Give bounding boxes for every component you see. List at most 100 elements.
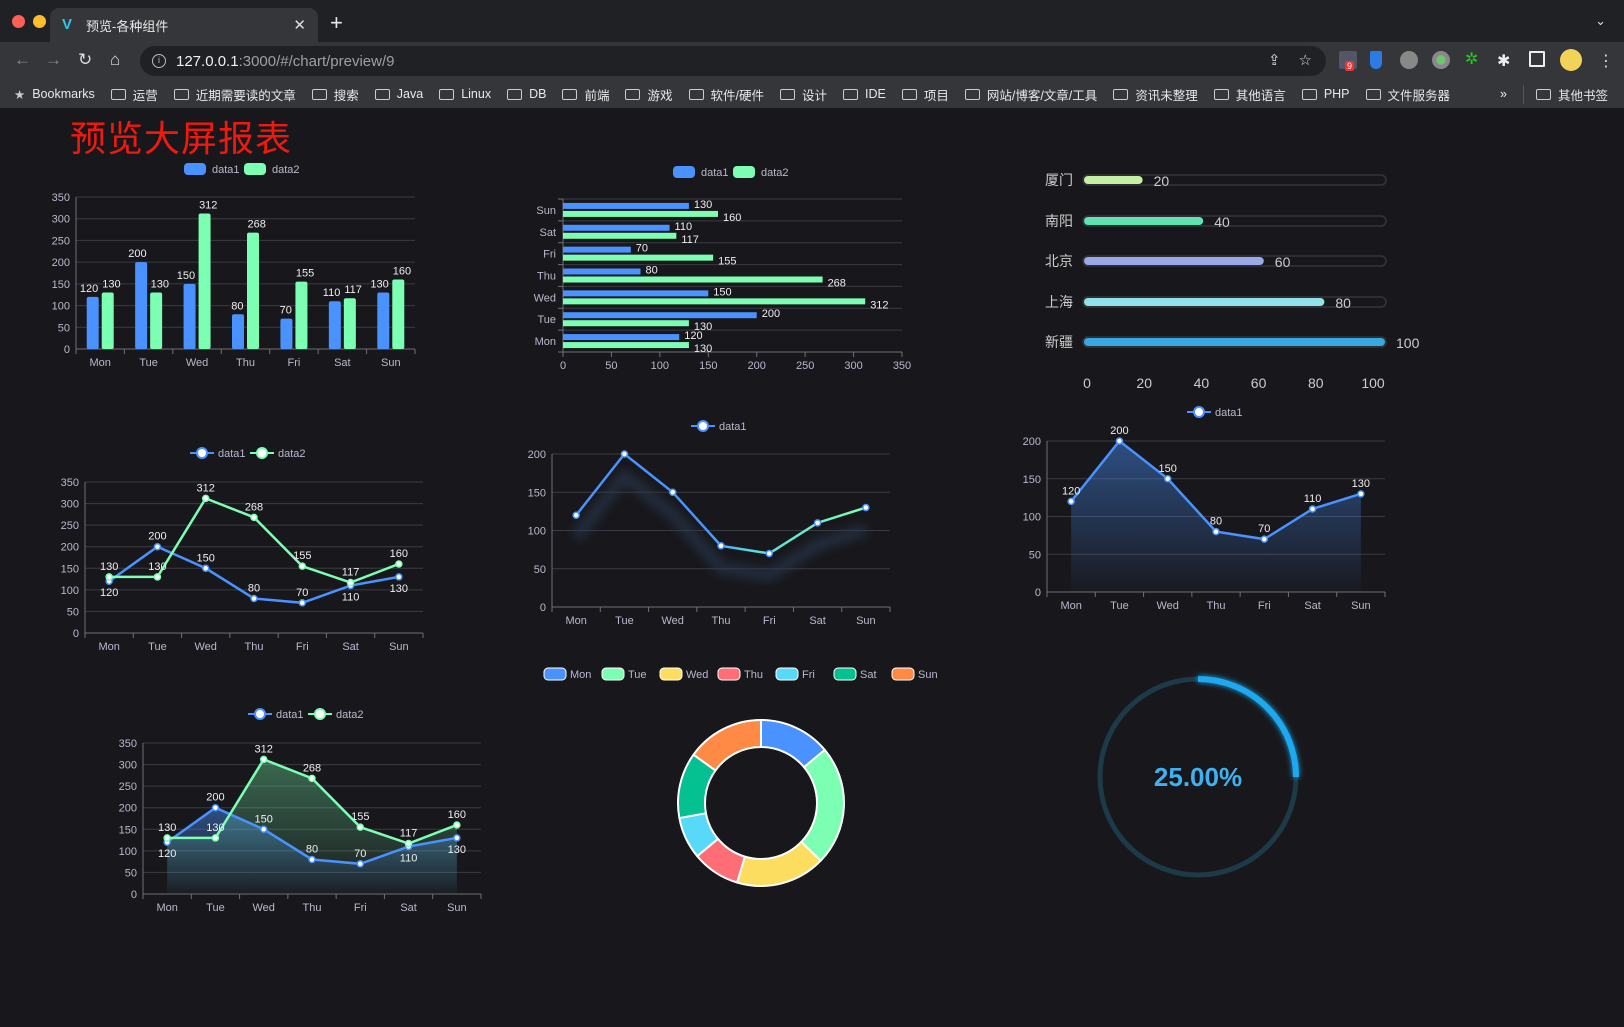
bar-data2: [150, 292, 163, 349]
bookmark-label: 搜索: [333, 88, 359, 103]
address-bar[interactable]: i 127.0.0.1 :3000/#/chart/preview/9 ⇪ ☆: [140, 46, 1326, 76]
bookmark-item[interactable]: 搜索: [311, 85, 359, 104]
legend-item[interactable]: Fri: [775, 667, 815, 681]
bookmark-item[interactable]: 文件服务器: [1365, 85, 1451, 104]
puzzle-extensions-icon[interactable]: ✱: [1497, 53, 1511, 70]
bar-data1: [563, 334, 680, 341]
gem-extension-icon[interactable]: [1370, 51, 1382, 69]
data-point: [1308, 505, 1317, 513]
avatar[interactable]: [1560, 49, 1582, 71]
legend-item[interactable]: data2: [308, 708, 364, 721]
bookmark-item[interactable]: 游戏: [625, 85, 673, 104]
bookmark-star-icon[interactable]: ☆: [1298, 52, 1312, 69]
legend-label: data1: [719, 421, 747, 433]
star-extension-icon[interactable]: ✲: [1465, 51, 1479, 68]
browser-tab[interactable]: V 预览-各种组件 ✕: [50, 8, 318, 42]
legend-item[interactable]: data1: [673, 166, 729, 179]
y-tick-label: 300: [119, 760, 137, 772]
bookmark-item[interactable]: 运营: [110, 85, 158, 104]
gauge-progress-arc: [1197, 676, 1299, 778]
bookmark-item[interactable]: 资讯未整理: [1113, 85, 1198, 104]
legend-item[interactable]: Tue: [601, 667, 647, 681]
legend-item[interactable]: Sun: [891, 667, 938, 681]
bar-data2: [563, 298, 866, 305]
legend-item[interactable]: data1: [184, 163, 240, 176]
x-tick-label: Sat: [809, 615, 826, 627]
data-label: 130: [694, 343, 712, 355]
bookmark-item[interactable]: Linux: [439, 87, 491, 101]
area-fill-data1: [1071, 441, 1361, 591]
bookmark-label: Java: [396, 87, 424, 101]
data-label: 130: [390, 583, 408, 595]
y-tick-label: 150: [528, 487, 546, 499]
bookmark-item[interactable]: 设计: [779, 85, 827, 104]
bookmark-item[interactable]: 网站/博客/文章/工具: [964, 85, 1097, 104]
bookmarks-overflow-button[interactable]: »: [1500, 87, 1507, 101]
menu-kebab-icon[interactable]: ⋮: [1598, 53, 1614, 70]
bookmark-item[interactable]: PHP: [1301, 87, 1350, 101]
legend-item[interactable]: Mon: [543, 667, 591, 681]
bookmark-item[interactable]: ★ Bookmarks: [14, 87, 95, 102]
x-tick-label: Mon: [565, 615, 586, 627]
legend-item[interactable]: Thu: [717, 667, 763, 681]
y-tick-label: Tue: [537, 314, 556, 326]
legend-marker: [314, 708, 326, 720]
data-label: 130: [158, 822, 176, 834]
legend-item[interactable]: data1: [1187, 406, 1243, 419]
value-label: 80: [1335, 295, 1351, 311]
legend-item[interactable]: data1: [190, 447, 246, 460]
tab-search-chevron-icon[interactable]: ⌄: [1595, 13, 1606, 28]
home-icon[interactable]: ⌂: [110, 50, 121, 69]
bar-data2: [295, 281, 308, 349]
bookmark-item[interactable]: Java: [374, 87, 424, 101]
legend-marker: [254, 708, 266, 720]
forward-icon[interactable]: →: [45, 50, 62, 69]
y-tick-label: 0: [1035, 587, 1041, 599]
data-label: 117: [344, 284, 362, 296]
sidebar-icon[interactable]: [1529, 51, 1545, 67]
y-tick-label: Sun: [536, 205, 556, 217]
folder-icon: [374, 88, 390, 100]
donut-slice-wed: [736, 840, 822, 887]
back-icon[interactable]: ←: [14, 50, 31, 69]
legend-item[interactable]: Wed: [659, 667, 708, 681]
bookmark-item[interactable]: 软件/硬件: [688, 85, 764, 104]
folder-icon: [779, 88, 795, 100]
site-info-icon[interactable]: i: [152, 54, 166, 68]
data-label: 130: [151, 279, 169, 291]
legend-label: Sat: [860, 669, 877, 681]
x-tick-label: 250: [796, 360, 814, 372]
value-label: 40: [1214, 214, 1230, 230]
bookmark-item[interactable]: 近期需要读的文章: [173, 85, 296, 104]
legend-label: data2: [278, 448, 306, 460]
legend-label: Fri: [802, 669, 815, 681]
folder-icon: [843, 88, 858, 100]
data-label: 150: [197, 552, 215, 564]
other-bookmarks[interactable]: 其他书签: [1522, 84, 1608, 104]
close-tab-icon[interactable]: ✕: [293, 17, 306, 34]
extension-icon[interactable]: [1432, 51, 1450, 69]
legend-item[interactable]: Sat: [833, 667, 877, 681]
data-point: [153, 542, 162, 551]
close-window-button[interactable]: [12, 15, 25, 28]
legend-item[interactable]: data1: [691, 420, 747, 433]
legend-item[interactable]: data2: [250, 447, 306, 460]
bookmark-item[interactable]: 前端: [562, 85, 609, 104]
data-point: [1357, 490, 1365, 498]
reload-icon[interactable]: ↻: [78, 50, 93, 69]
extension-icon[interactable]: [1400, 51, 1418, 69]
minimize-window-button[interactable]: [33, 15, 46, 28]
extension-icon[interactable]: 9: [1339, 51, 1357, 71]
new-tab-button[interactable]: +: [330, 10, 343, 35]
share-icon[interactable]: ⇪: [1267, 52, 1281, 69]
bookmark-item[interactable]: IDE: [843, 87, 886, 101]
legend-item[interactable]: data2: [244, 163, 300, 176]
legend-item[interactable]: data1: [248, 708, 304, 721]
bookmark-item[interactable]: 其他语言: [1213, 85, 1286, 104]
legend-item[interactable]: data2: [733, 166, 789, 179]
bookmark-item[interactable]: 项目: [901, 85, 949, 104]
x-tick-label: Tue: [1110, 600, 1129, 612]
bookmark-label: 文件服务器: [1387, 88, 1451, 103]
data-point: [668, 488, 677, 496]
bookmark-item[interactable]: DB: [507, 87, 546, 101]
